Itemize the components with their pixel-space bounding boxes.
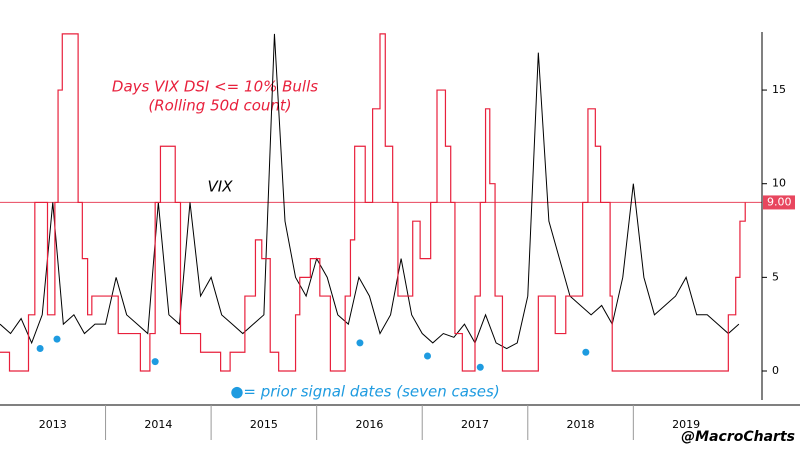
- signal-dot: [151, 358, 159, 366]
- signal-dot: [36, 345, 44, 353]
- x-tick-label: 2019: [672, 418, 700, 431]
- y-tick-label: 5: [772, 270, 779, 283]
- x-tick-label: 2018: [567, 418, 595, 431]
- signal-dot: [582, 348, 590, 356]
- watermark: @MacroCharts: [681, 429, 795, 445]
- x-tick-label: 2014: [144, 418, 172, 431]
- annotation: VIX: [208, 178, 234, 196]
- signal-dot: [424, 352, 431, 360]
- reference-label: 9.00: [767, 195, 792, 208]
- signal-dot: [476, 363, 484, 371]
- annotation: ●= prior signal dates (seven cases): [230, 383, 499, 401]
- vix-line: [0, 33, 740, 350]
- signal-dot: [356, 339, 364, 347]
- dsi-line: [0, 33, 746, 372]
- annotation: Days VIX DSI <= 10% Bulls: [112, 78, 318, 96]
- x-tick-label: 2016: [355, 418, 383, 431]
- y-tick-label: 0: [772, 364, 779, 377]
- annotation: (Rolling 50d count): [148, 97, 291, 115]
- signal-dot: [53, 335, 61, 343]
- x-tick-label: 2013: [39, 418, 67, 431]
- y-tick-label: 15: [772, 83, 786, 96]
- x-tick-label: 2017: [461, 418, 489, 431]
- reference-label-box: [763, 195, 795, 210]
- y-tick-label: 10: [772, 177, 786, 190]
- x-tick-label: 2015: [250, 418, 278, 431]
